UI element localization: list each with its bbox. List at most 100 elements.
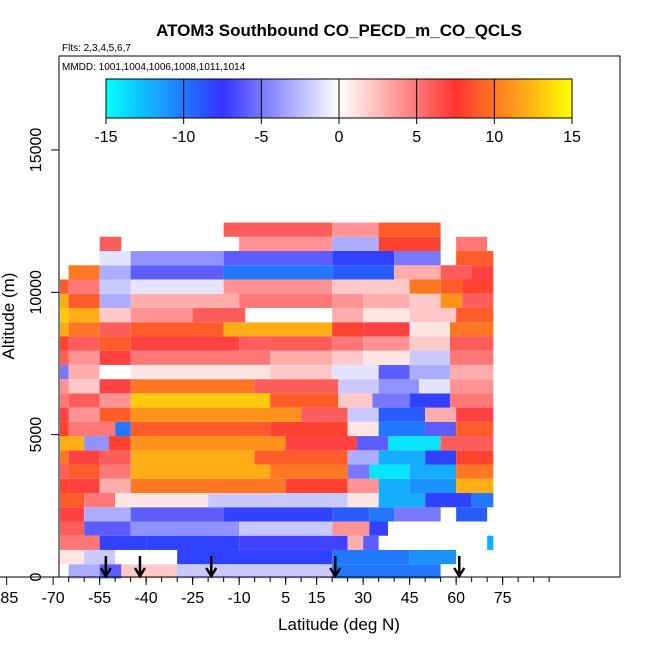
- heatmap-cell: [332, 364, 379, 380]
- heatmap-cell: [378, 236, 441, 252]
- chart-subtitle: Flts: 2,3,4,5,6,7: [62, 43, 131, 54]
- heatmap-cell: [369, 521, 388, 536]
- heatmap-cell: [425, 450, 457, 465]
- x-tick-label: 75: [494, 590, 512, 607]
- heatmap-cell: [378, 407, 426, 422]
- flight-arrow-head: [99, 567, 112, 579]
- heatmap-cell: [177, 564, 333, 579]
- heatmap-cell: [347, 421, 379, 437]
- heatmap-cell: [363, 322, 410, 337]
- heatmap-cell: [239, 336, 333, 351]
- heatmap-cell: [68, 393, 100, 408]
- heatmap-cell: [99, 350, 131, 365]
- heatmap-cell: [378, 222, 441, 237]
- colorbar-tick-label: 15: [563, 129, 581, 146]
- heatmap-cell: [99, 535, 147, 550]
- heatmap-cell: [99, 464, 131, 479]
- heatmap-cell: [60, 279, 69, 294]
- heatmap-cell: [456, 478, 494, 494]
- heatmap-cell: [68, 379, 100, 394]
- heatmap-cell: [177, 549, 333, 565]
- heatmap-cell: [471, 265, 494, 280]
- heatmap-cell: [409, 307, 457, 323]
- heatmap-cell: [456, 464, 494, 479]
- heatmap-cell: [68, 421, 116, 437]
- x-tick-label: -70: [42, 590, 65, 607]
- heatmap-cell: [456, 307, 494, 323]
- heatmap-cell: [99, 236, 122, 252]
- heatmap-cell: [130, 393, 271, 408]
- heatmap-cell: [84, 507, 131, 522]
- heatmap-cell: [108, 436, 131, 451]
- x-tick-label: -40: [135, 590, 158, 607]
- heatmap-cell: [99, 379, 131, 394]
- heatmap-cell: [332, 293, 364, 308]
- flight-arrow-head: [205, 567, 218, 579]
- heatmap-cell: [130, 336, 240, 351]
- heatmap-cell: [130, 350, 271, 365]
- heatmap-cell: [440, 436, 494, 451]
- heatmap-cell: [332, 236, 379, 252]
- heatmap-cell: [409, 393, 450, 408]
- heatmap-cell: [425, 493, 472, 508]
- heatmap-cell: [68, 407, 100, 422]
- heatmap-cell: [270, 364, 333, 380]
- heatmap-cell: [60, 464, 69, 479]
- heatmap-cell: [456, 507, 488, 522]
- heatmap-cell: [456, 450, 494, 465]
- heatmap-cell: [60, 450, 69, 465]
- heatmap-cell: [332, 251, 395, 266]
- heatmap-cell: [60, 350, 69, 365]
- heatmap-cell: [449, 393, 494, 408]
- heatmap-cell: [68, 364, 100, 380]
- heatmap-cell: [223, 322, 333, 337]
- y-axis: 0 5000 10000 15000: [28, 128, 60, 581]
- heatmap-cell: [409, 549, 457, 565]
- heatmap-cell: [60, 379, 69, 394]
- heatmap-cell: [462, 293, 494, 308]
- heatmap-cell: [394, 265, 441, 280]
- flight-arrows: [99, 556, 466, 579]
- heatmap-cell: [418, 379, 450, 394]
- heatmap-cell: [409, 336, 450, 351]
- plot-area: [60, 222, 494, 579]
- heatmap-cell: [130, 279, 224, 294]
- heatmap-cell: [99, 307, 131, 323]
- heatmap-cell: [99, 450, 131, 465]
- heatmap-cell: [68, 464, 100, 479]
- heatmap-cell: [449, 364, 494, 380]
- heatmap-cell: [456, 236, 488, 252]
- heatmap-cell: [115, 421, 131, 437]
- heatmap-cell: [115, 493, 209, 508]
- x-axis-label: Latitude (deg N): [278, 615, 400, 634]
- heatmap-cell: [68, 322, 100, 337]
- heatmap-cell: [130, 521, 240, 536]
- heatmap-cell: [332, 279, 364, 294]
- heatmap-cell: [130, 464, 271, 479]
- x-tick-label: -55: [88, 590, 111, 607]
- heatmap-cell: [270, 393, 339, 408]
- heatmap-cell: [99, 322, 131, 337]
- heatmap-cell: [409, 478, 457, 494]
- heatmap-cell: [99, 265, 131, 280]
- heatmap-cell: [84, 436, 109, 451]
- x-tick-label: -25: [181, 590, 204, 607]
- heatmap-cell: [369, 464, 410, 479]
- heatmap-cell: [409, 350, 450, 365]
- heatmap-cell: [130, 265, 224, 280]
- heatmap-cell: [347, 464, 370, 479]
- heatmap-cell: [425, 407, 457, 422]
- heatmap-cell: [130, 421, 271, 437]
- heatmap-cell: [223, 507, 333, 522]
- heatmap-cell: [378, 478, 410, 494]
- heatmap-cell: [487, 535, 494, 550]
- heatmap-cell: [130, 507, 224, 522]
- heatmap-cell: [239, 293, 333, 308]
- colorbar-tick-label: -10: [172, 129, 195, 146]
- heatmap-cell: [60, 436, 85, 451]
- heatmap-cell: [332, 222, 379, 237]
- heatmap-cell: [363, 279, 410, 294]
- heatmap-cell: [60, 336, 69, 351]
- heatmap-cell: [347, 493, 379, 508]
